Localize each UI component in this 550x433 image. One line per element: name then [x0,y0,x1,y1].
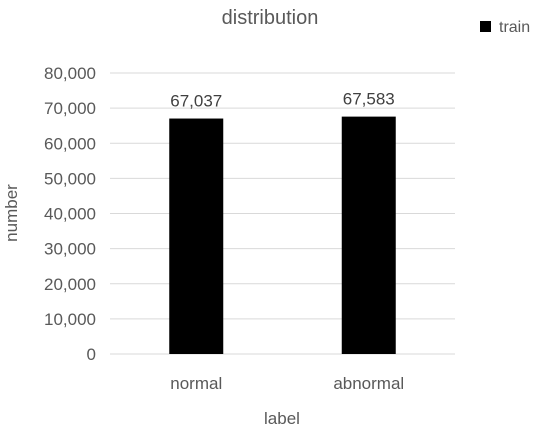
x-tick-label-normal: normal [170,374,222,393]
y-tick-label: 20,000 [44,275,96,294]
bar-normal [169,118,224,355]
y-axis-ticks: 0 10,000 20,000 30,000 40,000 50,000 60,000 70,… [44,64,96,364]
chart-title: distribution [222,7,319,29]
bar-abnormal [341,116,396,354]
x-axis-title: label [264,409,300,428]
data-label-normal: 67,037 [170,92,222,111]
x-tick-label-abnormal: abnormal [333,374,404,393]
y-tick-label: 30,000 [44,240,96,259]
y-tick-label: 60,000 [44,134,96,153]
y-tick-label: 0 [87,345,96,364]
y-tick-label: 80,000 [44,64,96,83]
gridlines [110,72,455,355]
y-tick-label: 10,000 [44,310,96,329]
y-tick-label: 40,000 [44,205,96,224]
data-label-abnormal: 67,583 [343,90,395,109]
data-labels: 67,037 67,583 [170,90,395,111]
y-tick-label: 70,000 [44,99,96,118]
legend-label-train: train [499,19,530,36]
legend: train [480,19,530,36]
bars [169,116,396,355]
y-tick-label: 50,000 [44,169,96,188]
legend-swatch-train [480,21,491,32]
x-axis-ticks: normal abnormal [170,374,404,393]
y-axis-title: number [2,184,21,242]
